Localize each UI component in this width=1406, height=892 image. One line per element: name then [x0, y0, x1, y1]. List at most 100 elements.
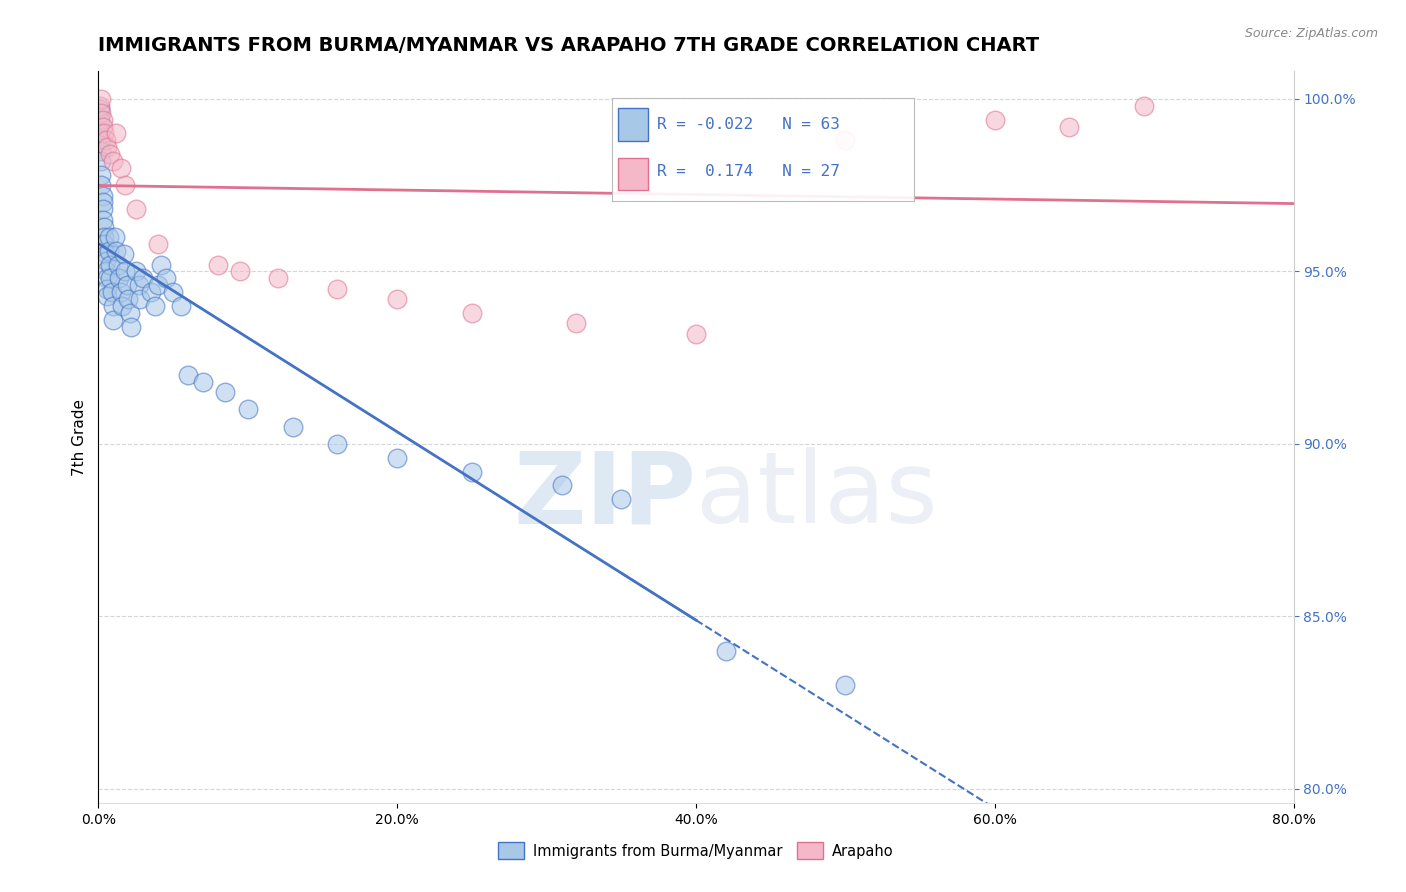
Point	[90, 168, 112, 182]
Point	[103, 154, 125, 169]
Point	[207, 258, 229, 272]
Point	[110, 285, 132, 300]
Point	[103, 299, 125, 313]
Point	[143, 299, 166, 313]
Point	[155, 271, 177, 285]
Point	[385, 450, 409, 465]
Point	[118, 306, 141, 320]
Point	[89, 103, 111, 117]
Point	[90, 144, 112, 158]
Point	[97, 244, 120, 258]
Point	[236, 402, 259, 417]
Point	[148, 278, 170, 293]
Point	[93, 219, 115, 234]
Point	[114, 178, 136, 193]
Point	[104, 230, 127, 244]
Point	[91, 188, 114, 202]
Point	[91, 120, 114, 134]
Point	[110, 161, 132, 175]
Point	[281, 419, 304, 434]
Point	[125, 202, 148, 217]
Point	[834, 133, 856, 147]
Point	[139, 285, 162, 300]
Point	[90, 133, 112, 147]
Point	[1059, 120, 1081, 134]
Point	[229, 264, 252, 278]
Point	[610, 492, 633, 507]
Y-axis label: 7th Grade: 7th Grade	[72, 399, 87, 475]
Point	[90, 92, 112, 106]
Point	[98, 147, 122, 161]
Text: atlas: atlas	[696, 447, 938, 544]
Point	[89, 127, 111, 141]
Point	[461, 306, 484, 320]
Point	[108, 271, 131, 285]
Point	[96, 288, 118, 302]
Point	[128, 278, 150, 293]
Point	[267, 271, 290, 285]
Point	[96, 140, 118, 154]
Point	[98, 258, 122, 272]
Point	[97, 230, 120, 244]
Point	[162, 285, 184, 300]
Point	[191, 375, 214, 389]
Point	[685, 326, 707, 341]
Point	[115, 278, 138, 293]
Legend: Immigrants from Burma/Myanmar, Arapaho: Immigrants from Burma/Myanmar, Arapaho	[492, 837, 900, 865]
Point	[89, 112, 111, 127]
Point	[214, 385, 236, 400]
Point	[111, 299, 134, 313]
Text: Source: ZipAtlas.com: Source: ZipAtlas.com	[1244, 27, 1378, 40]
Point	[96, 271, 118, 285]
Point	[834, 678, 856, 692]
Point	[107, 258, 129, 272]
Point	[169, 299, 191, 313]
Point	[105, 127, 128, 141]
Point	[93, 236, 115, 251]
Point	[96, 282, 118, 296]
Point	[125, 264, 148, 278]
Point	[94, 254, 117, 268]
Point	[550, 478, 572, 492]
Point	[132, 271, 155, 285]
Point	[114, 264, 136, 278]
Point	[385, 292, 409, 306]
Point	[326, 437, 349, 451]
Point	[105, 244, 128, 258]
Text: R =  0.174   N = 27: R = 0.174 N = 27	[657, 164, 839, 179]
Point	[714, 644, 737, 658]
Point	[90, 105, 112, 120]
Point	[90, 154, 112, 169]
Point	[148, 236, 170, 251]
FancyBboxPatch shape	[617, 158, 648, 190]
Point	[103, 312, 125, 326]
Point	[117, 292, 139, 306]
Point	[91, 212, 114, 227]
Point	[93, 127, 115, 141]
Point	[91, 195, 114, 210]
Point	[90, 178, 112, 193]
Point	[91, 202, 114, 217]
FancyBboxPatch shape	[617, 109, 648, 141]
Point	[93, 230, 115, 244]
Point	[461, 465, 484, 479]
Point	[101, 285, 124, 300]
Point	[150, 258, 173, 272]
Point	[1133, 99, 1156, 113]
Text: IMMIGRANTS FROM BURMA/MYANMAR VS ARAPAHO 7TH GRADE CORRELATION CHART: IMMIGRANTS FROM BURMA/MYANMAR VS ARAPAHO…	[98, 36, 1039, 54]
Point	[94, 264, 117, 278]
Point	[98, 271, 122, 285]
Text: R = -0.022   N = 63: R = -0.022 N = 63	[657, 117, 839, 132]
Point	[112, 247, 135, 261]
Point	[984, 112, 1007, 127]
Point	[94, 133, 117, 147]
Point	[94, 247, 117, 261]
Point	[565, 316, 588, 330]
Point	[177, 368, 200, 382]
Point	[120, 319, 142, 334]
Point	[91, 112, 114, 127]
Point	[326, 282, 349, 296]
Point	[89, 99, 111, 113]
Text: ZIP: ZIP	[513, 447, 696, 544]
Point	[129, 292, 152, 306]
